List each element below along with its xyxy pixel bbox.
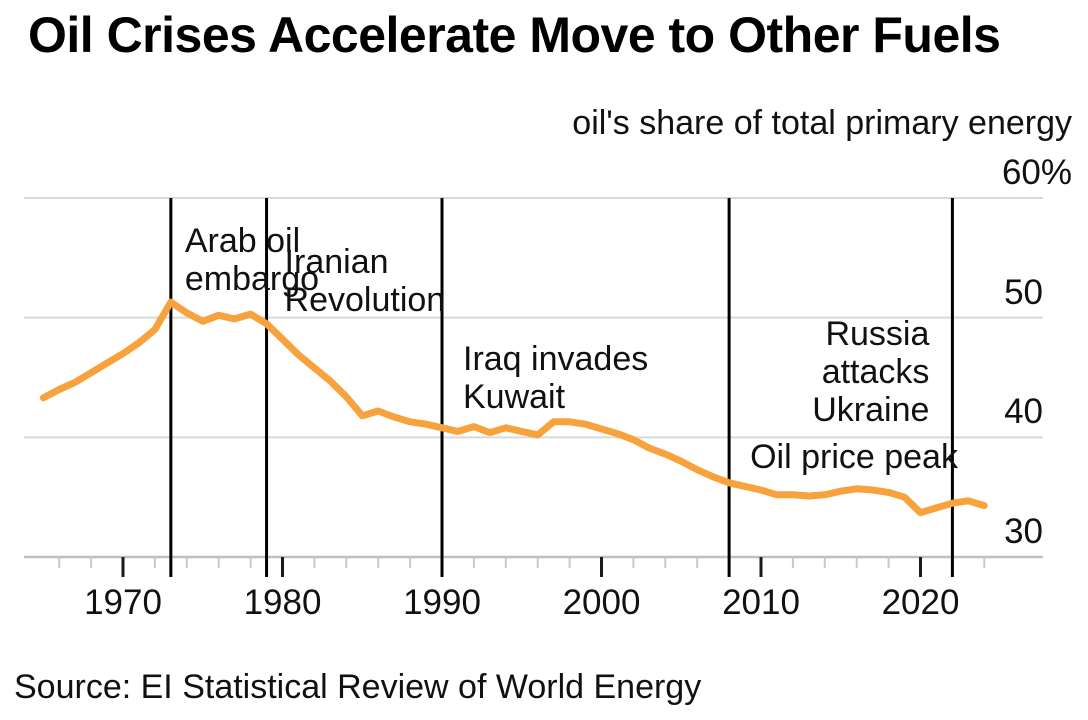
event-annotation-arab-oil-embargo: Arab oil embargo (185, 222, 319, 298)
event-annotation-iraq-invades-kuwait: Iraq invades Kuwait (463, 340, 648, 416)
x-axis-label: 2020 (881, 583, 960, 622)
source-note: Source: EI Statistical Review of World E… (14, 668, 702, 706)
annotation-line: Russia (825, 315, 930, 353)
annotation-line: attacks (821, 353, 930, 391)
y-axis-label: 50 (1004, 272, 1043, 312)
y-axis-label: 60% (1001, 153, 1072, 192)
annotation-line: Iranian (284, 243, 389, 281)
event-annotation-russia-attacks-ukraine: Russia attacks Ukraine (812, 315, 929, 429)
event-annotation-iranian-revolution: Iranian Revolution (285, 243, 446, 319)
annotation-line: embargo (184, 260, 320, 298)
annotation-line: Ukraine (812, 391, 930, 429)
x-axis-label: 1990 (403, 583, 481, 622)
annotation-line: Kuwait (463, 378, 566, 416)
oil-share-line (39, 298, 988, 517)
x-axis-label: 2010 (722, 583, 800, 622)
annotation-line: Oil price peak (750, 438, 958, 476)
chart-title: Oil Crises Accelerate Move to Other Fuel… (28, 7, 1001, 63)
chart-subtitle: oil's share of total primary energy (572, 104, 1072, 142)
x-axis-label: 2000 (562, 583, 641, 622)
x-axis-label: 1970 (84, 583, 162, 622)
annotation-line: Iraq invades (463, 340, 649, 378)
annotation-line: Arab oil (184, 222, 301, 260)
x-axis-label: 1980 (243, 583, 322, 622)
y-axis-label: 30 (1004, 512, 1043, 551)
annotation-line: Revolution (284, 281, 446, 319)
event-annotation-oil-price-peak: Oil price peak (750, 438, 958, 476)
y-axis-label: 40 (1004, 392, 1043, 432)
